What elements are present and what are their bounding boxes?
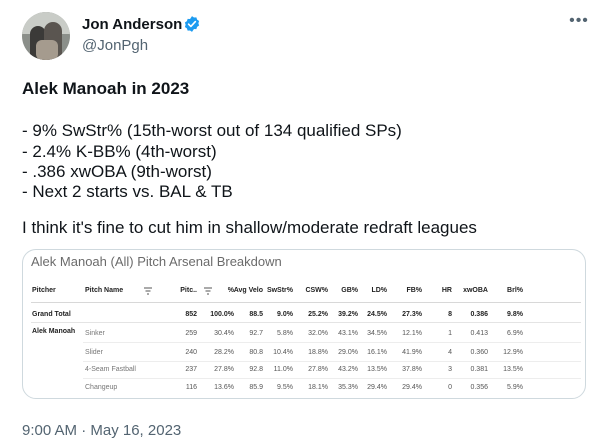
table-cell: 259 (185, 330, 197, 337)
grand-total-cell: 9.8% (507, 311, 523, 318)
column-header: Pitc.. (180, 287, 197, 294)
pitch-name-cell: Sinker (85, 330, 105, 337)
column-header: % (227, 287, 234, 294)
sort-filter-icon[interactable] (144, 287, 152, 295)
table-cell: 80.8 (249, 349, 263, 356)
table-cell: 12.9% (503, 349, 523, 356)
grand-total-cell: 39.2% (338, 311, 358, 318)
table-cell: 41.9% (402, 349, 422, 356)
pitch-name-cell: 4-Seam Fastball (85, 366, 136, 373)
table-cell: 237 (185, 366, 197, 373)
table-cell: 13.5% (503, 366, 523, 373)
column-header: GB% (341, 287, 358, 294)
table-cell: 35.3% (338, 384, 358, 391)
table-cell: 85.9 (249, 384, 263, 391)
arsenal-table: Pitcher Pitch Name Pitc..% Avg Velo SwStr% CS… (23, 250, 585, 398)
sort-filter-icon[interactable] (204, 287, 212, 295)
column-header: Pitch Name (85, 287, 124, 294)
media-card[interactable]: Alek Manoah (All) Pitch Arsenal Breakdow… (22, 249, 586, 399)
table-cell: 13.5% (367, 366, 387, 373)
table-cell: 43.2% (338, 366, 358, 373)
table-cell: 12.1% (402, 330, 422, 337)
column-header: Pitcher (32, 287, 56, 294)
author-name[interactable]: Jon Anderson (82, 16, 183, 33)
table-cell: 0.381 (470, 366, 488, 373)
table-cell: 5.8% (277, 330, 293, 337)
table-cell: 5.9% (507, 384, 523, 391)
table-cell: 29.4% (402, 384, 422, 391)
grand-total-cell: 8 (448, 311, 452, 318)
table-cell: 30.4% (214, 330, 234, 337)
table-cell: 10.4% (273, 349, 293, 356)
column-header: LD% (371, 287, 387, 294)
card-title: Alek Manoah (All) Pitch Arsenal Breakdow… (31, 254, 282, 269)
grand-total-cell: 9.0% (277, 311, 293, 318)
table-cell: 34.5% (367, 330, 387, 337)
table-cell: 11.0% (273, 366, 293, 373)
row-divider (83, 361, 581, 362)
grand-total-cell: 25.2% (308, 311, 328, 318)
grand-total-cell: 88.5 (249, 311, 263, 318)
tweet-line: - Next 2 starts vs. BAL & TB (22, 182, 233, 201)
table-cell: 27.8% (308, 366, 328, 373)
table-cell: 43.1% (338, 330, 358, 337)
tweet-closing: I think it's fine to cut him in shallow/… (22, 218, 477, 237)
grand-total-cell: 27.3% (402, 311, 422, 318)
grand-total-cell: 100.0% (210, 311, 234, 318)
table-cell: 18.1% (308, 384, 328, 391)
table-cell: 28.2% (214, 349, 234, 356)
column-header: Brl% (507, 287, 523, 294)
column-header: SwStr% (266, 287, 293, 294)
grand-total-cell: 24.5% (367, 311, 387, 318)
grand-total-cell: 0.386 (470, 311, 488, 318)
table-cell: 32.0% (308, 330, 328, 337)
author-handle[interactable]: @JonPgh (82, 37, 149, 54)
tweet-line: - 9% SwStr% (15th-worst out of 134 quali… (22, 121, 402, 140)
column-header: HR (441, 287, 452, 294)
table-cell: 92.8 (249, 366, 263, 373)
table-cell: 3 (448, 366, 452, 373)
table-cell: 13.6% (214, 384, 234, 391)
table-cell: 27.8% (214, 366, 234, 373)
table-cell: 240 (185, 349, 197, 356)
table-cell: 0.360 (470, 349, 488, 356)
column-header: xwOBA (463, 287, 488, 294)
avatar[interactable] (22, 12, 70, 60)
table-cell: 29.4% (367, 384, 387, 391)
row-divider (83, 342, 581, 343)
header-divider (31, 302, 581, 303)
table-cell: 6.9% (507, 330, 523, 337)
table-cell: 1 (448, 330, 452, 337)
table-cell: 0 (448, 384, 452, 391)
table-cell: 4 (448, 349, 452, 356)
pitch-name-cell: Slider (85, 349, 103, 356)
table-cell: 92.7 (249, 330, 263, 337)
table-cell: 0.356 (470, 384, 488, 391)
pitcher-label: Alek Manoah (32, 328, 76, 335)
table-cell: 16.1% (367, 349, 387, 356)
row-divider (83, 378, 581, 379)
timestamp[interactable]: 9:00 AM · May 16, 2023 (22, 422, 182, 439)
column-header: FB% (406, 287, 422, 294)
table-cell: 9.5% (277, 384, 293, 391)
table-cell: 18.8% (308, 349, 328, 356)
table-cell: 29.0% (338, 349, 358, 356)
column-header: Avg Velo (233, 287, 263, 294)
table-cell: 116 (185, 384, 197, 391)
table-cell: 0.413 (470, 330, 488, 337)
tweet-line: - 2.4% K-BB% (4th-worst) (22, 142, 217, 161)
tweet-title: Alek Manoah in 2023 (22, 79, 190, 98)
table-cell: 37.8% (402, 366, 422, 373)
grand-total-label: Grand Total (32, 311, 71, 318)
more-horizontal-icon[interactable]: ••• (569, 12, 589, 29)
verified-badge-icon (184, 16, 200, 32)
pitch-name-cell: Changeup (85, 384, 118, 391)
tweet-line: - .386 xwOBA (9th-worst) (22, 162, 212, 181)
total-divider (31, 322, 581, 323)
column-header: CSW% (305, 287, 328, 294)
grand-total-cell: 852 (185, 311, 197, 318)
